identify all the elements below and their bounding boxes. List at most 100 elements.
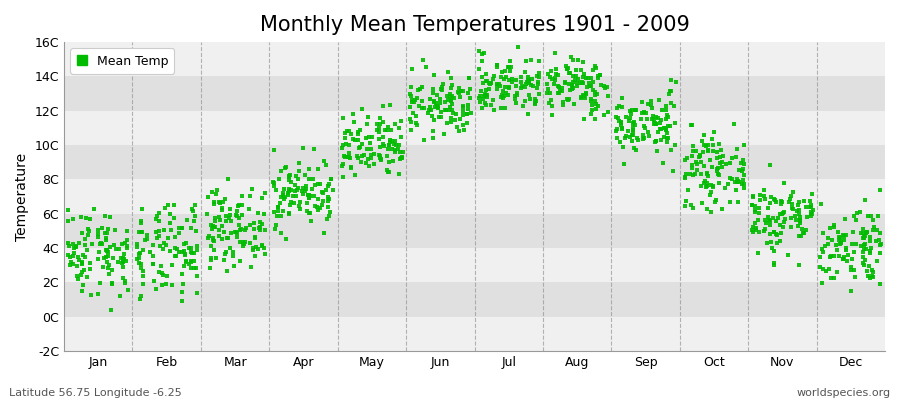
- Point: [383, 102, 398, 108]
- Point: [803, 204, 817, 210]
- Point: [614, 122, 628, 128]
- Point: [336, 142, 350, 148]
- Point: [75, 269, 89, 275]
- Point: [131, 229, 146, 235]
- Point: [63, 259, 77, 265]
- Point: [413, 86, 428, 92]
- Point: [91, 227, 105, 233]
- Point: [659, 115, 673, 122]
- Point: [62, 254, 77, 260]
- Point: [70, 273, 85, 280]
- Point: [610, 114, 625, 121]
- Point: [372, 152, 386, 158]
- Point: [184, 206, 199, 212]
- Point: [276, 190, 291, 196]
- Point: [588, 98, 602, 104]
- Point: [135, 229, 149, 236]
- Point: [101, 249, 115, 256]
- Point: [472, 95, 486, 102]
- Point: [326, 187, 340, 193]
- Point: [320, 198, 335, 204]
- Point: [425, 113, 439, 120]
- Point: [541, 86, 555, 92]
- Point: [392, 171, 406, 177]
- Point: [493, 94, 508, 100]
- Point: [627, 122, 642, 128]
- Point: [685, 162, 699, 168]
- Point: [765, 244, 779, 251]
- Point: [266, 146, 281, 153]
- Point: [718, 160, 733, 167]
- Point: [292, 199, 307, 205]
- Point: [278, 164, 293, 170]
- Point: [257, 190, 272, 196]
- Point: [186, 208, 201, 214]
- Point: [422, 106, 436, 113]
- Point: [236, 242, 250, 249]
- Point: [453, 94, 467, 101]
- Point: [67, 250, 81, 256]
- Point: [118, 280, 132, 286]
- Point: [374, 156, 389, 163]
- Point: [646, 113, 661, 119]
- Point: [745, 228, 760, 235]
- Point: [699, 170, 714, 176]
- Point: [281, 192, 295, 198]
- Y-axis label: Temperature: Temperature: [15, 152, 29, 241]
- Point: [496, 88, 510, 94]
- Point: [219, 218, 233, 224]
- Point: [524, 56, 538, 63]
- Point: [858, 241, 872, 247]
- Point: [461, 106, 475, 112]
- Point: [284, 178, 298, 185]
- Point: [837, 232, 851, 239]
- Point: [562, 81, 576, 88]
- Point: [664, 147, 679, 153]
- Point: [544, 97, 558, 104]
- Point: [590, 73, 605, 79]
- Point: [267, 183, 282, 190]
- Point: [557, 79, 572, 85]
- Point: [734, 160, 749, 166]
- Point: [180, 217, 194, 223]
- Point: [239, 225, 254, 231]
- Point: [657, 134, 671, 140]
- Point: [455, 103, 470, 109]
- Point: [661, 112, 675, 118]
- Point: [319, 187, 333, 193]
- Point: [636, 132, 651, 138]
- Point: [230, 203, 245, 210]
- Point: [164, 226, 178, 233]
- Point: [342, 142, 356, 148]
- Point: [585, 87, 599, 94]
- Point: [146, 241, 160, 248]
- Point: [649, 138, 663, 144]
- Point: [66, 252, 80, 259]
- Point: [440, 69, 454, 75]
- Point: [348, 171, 363, 178]
- Point: [762, 218, 777, 224]
- Point: [381, 127, 395, 133]
- Point: [393, 134, 408, 140]
- Point: [112, 246, 126, 252]
- Point: [767, 229, 781, 235]
- Point: [706, 164, 720, 170]
- Point: [834, 238, 849, 245]
- Point: [641, 100, 655, 107]
- Point: [350, 131, 365, 138]
- Point: [560, 96, 574, 102]
- Point: [631, 137, 645, 143]
- Point: [564, 54, 579, 60]
- Point: [543, 74, 557, 80]
- Point: [91, 231, 105, 238]
- Point: [792, 207, 806, 213]
- Point: [438, 106, 453, 113]
- Point: [516, 102, 530, 109]
- Point: [417, 105, 431, 111]
- Point: [289, 193, 303, 199]
- Point: [300, 200, 314, 206]
- Point: [461, 89, 475, 96]
- Point: [120, 243, 134, 249]
- Point: [71, 276, 86, 282]
- Point: [792, 232, 806, 239]
